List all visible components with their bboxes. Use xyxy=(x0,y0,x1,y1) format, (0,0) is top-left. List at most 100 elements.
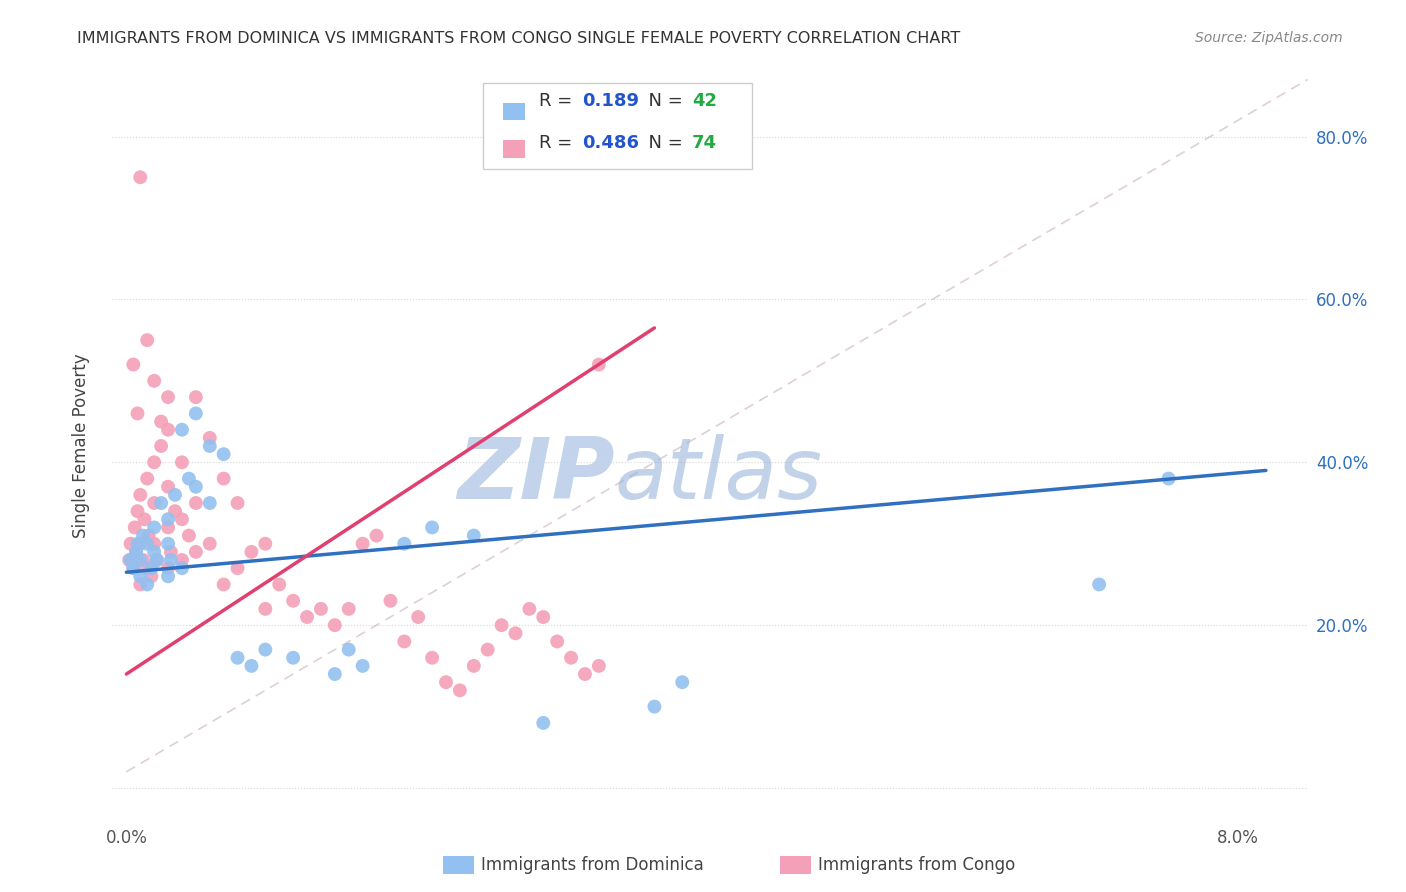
Point xyxy=(143,545,166,559)
Point xyxy=(136,333,159,347)
Point xyxy=(157,537,180,551)
Point xyxy=(212,472,235,486)
Point xyxy=(136,577,159,591)
Point xyxy=(132,528,155,542)
Point xyxy=(1088,577,1111,591)
Point xyxy=(120,537,142,551)
Point xyxy=(323,667,346,681)
Point xyxy=(134,512,156,526)
Point xyxy=(380,593,402,607)
Point xyxy=(122,561,145,575)
Point xyxy=(254,642,277,657)
Point xyxy=(138,528,160,542)
Point xyxy=(531,610,554,624)
Point xyxy=(337,642,360,657)
Point xyxy=(141,569,163,583)
Text: 0.189: 0.189 xyxy=(582,93,640,111)
Point xyxy=(136,472,159,486)
Text: Source: ZipAtlas.com: Source: ZipAtlas.com xyxy=(1195,31,1343,45)
Point xyxy=(122,358,145,372)
Point xyxy=(160,553,183,567)
Point xyxy=(157,512,180,526)
Point xyxy=(198,496,221,510)
Text: 0.486: 0.486 xyxy=(582,134,640,152)
Point xyxy=(157,423,180,437)
Point xyxy=(136,537,159,551)
Point xyxy=(150,415,173,429)
Point xyxy=(254,602,277,616)
Point xyxy=(463,659,485,673)
Point xyxy=(394,634,416,648)
Point xyxy=(120,553,142,567)
Point xyxy=(212,577,235,591)
Point xyxy=(177,528,200,542)
Point xyxy=(226,496,249,510)
Point xyxy=(309,602,332,616)
Point xyxy=(143,537,166,551)
Point xyxy=(150,439,173,453)
Point xyxy=(157,480,180,494)
Point xyxy=(124,520,146,534)
Point xyxy=(143,496,166,510)
Point xyxy=(574,667,596,681)
Point xyxy=(125,545,148,559)
Point xyxy=(420,520,443,534)
Point xyxy=(198,537,221,551)
Point xyxy=(352,659,374,673)
Point xyxy=(394,537,416,551)
Text: atlas: atlas xyxy=(614,434,823,517)
Point xyxy=(352,537,374,551)
Point xyxy=(170,423,193,437)
Point xyxy=(643,699,665,714)
Point xyxy=(170,512,193,526)
Point xyxy=(295,610,318,624)
Point xyxy=(157,569,180,583)
Point xyxy=(177,472,200,486)
Point xyxy=(127,504,149,518)
Point xyxy=(560,650,582,665)
Point xyxy=(160,545,183,559)
Point xyxy=(129,553,152,567)
Point xyxy=(269,577,291,591)
Point xyxy=(588,358,610,372)
Point xyxy=(240,545,263,559)
Point xyxy=(434,675,457,690)
Point xyxy=(226,561,249,575)
Text: R =: R = xyxy=(538,93,578,111)
Point xyxy=(477,642,499,657)
Point xyxy=(157,561,180,575)
Point xyxy=(671,675,693,690)
Point xyxy=(125,545,148,559)
Point xyxy=(406,610,429,624)
Point xyxy=(198,431,221,445)
Text: N =: N = xyxy=(637,134,689,152)
Point xyxy=(184,480,207,494)
Point xyxy=(337,602,360,616)
Point xyxy=(136,561,159,575)
Point xyxy=(226,650,249,665)
Point xyxy=(281,593,304,607)
Point xyxy=(141,561,163,575)
Point xyxy=(118,553,141,567)
Text: Immigrants from Congo: Immigrants from Congo xyxy=(818,856,1015,874)
Point xyxy=(198,439,221,453)
Point xyxy=(505,626,527,640)
Point xyxy=(146,553,169,567)
Point xyxy=(281,650,304,665)
Point xyxy=(143,455,166,469)
Point xyxy=(132,553,155,567)
Point xyxy=(127,537,149,551)
Point xyxy=(546,634,568,648)
Point xyxy=(491,618,513,632)
Point xyxy=(129,537,152,551)
Point xyxy=(184,545,207,559)
Point xyxy=(143,374,166,388)
Text: N =: N = xyxy=(637,93,689,111)
Point xyxy=(129,170,152,185)
Point xyxy=(449,683,471,698)
Point xyxy=(212,447,235,461)
Point xyxy=(1157,472,1180,486)
Point xyxy=(129,569,152,583)
Point xyxy=(170,455,193,469)
Point xyxy=(420,650,443,665)
